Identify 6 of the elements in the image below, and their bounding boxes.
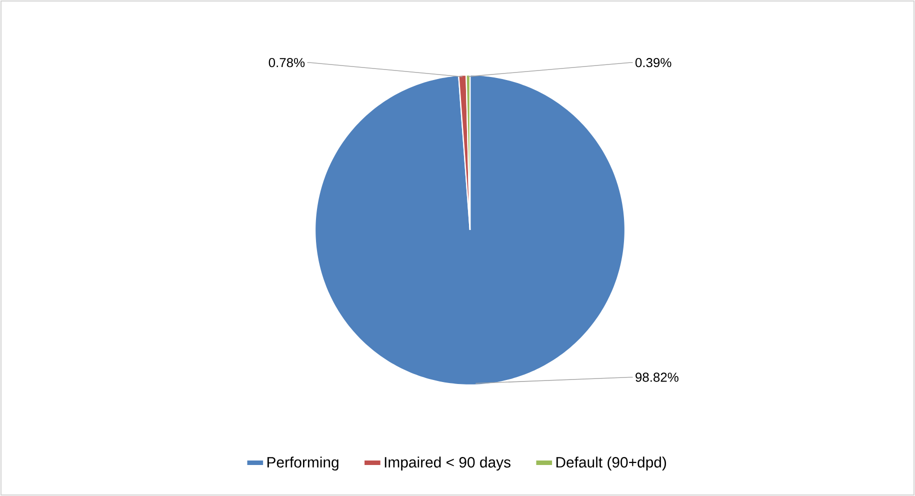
data-label: 0.78%	[268, 58, 305, 68]
data-label: 98.82%	[636, 372, 678, 382]
legend-label: Impaired < 90 days	[384, 456, 510, 471]
legend-label: Performing	[267, 456, 338, 471]
data-label: 0.39%	[635, 58, 672, 68]
legend-label: Default (90+dpd)	[556, 456, 666, 471]
